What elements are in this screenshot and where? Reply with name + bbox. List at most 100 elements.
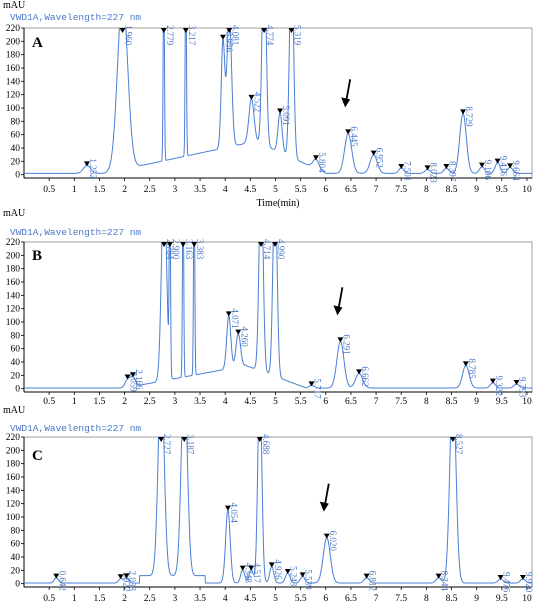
peak-marker: [449, 437, 456, 442]
peak-marker: [224, 505, 231, 511]
y-tick-label: 0: [15, 171, 20, 181]
peak-marker: [219, 34, 226, 40]
peak-label: 4.517: [252, 563, 262, 584]
x-tick-label: 2.5: [144, 594, 156, 604]
y-axis-unit: mAU: [3, 405, 26, 416]
arrow-head: [333, 305, 343, 316]
x-tick-label: 2: [122, 594, 127, 604]
x-tick-label: 2.5: [144, 397, 156, 407]
peak-marker: [288, 28, 295, 33]
y-tick-label: 140: [6, 291, 21, 301]
y-tick-label: 220: [6, 433, 21, 443]
x-tick-label: 5: [273, 185, 278, 195]
x-tick-label: 8: [424, 185, 429, 195]
peak-label: 6.952: [375, 148, 385, 168]
y-tick-label: 60: [11, 345, 21, 355]
x-tick-label: 10: [522, 594, 532, 604]
peak-label: 2.166: [134, 369, 144, 390]
peak-label: 4.054: [229, 503, 239, 524]
y-tick-label: 20: [11, 566, 21, 576]
peak-marker: [462, 361, 469, 367]
peak-marker: [435, 573, 442, 579]
peak-marker: [119, 28, 126, 33]
x-tick-label: 7: [374, 397, 379, 407]
peak-label: 2.727: [162, 434, 172, 455]
peak-marker: [479, 162, 486, 168]
y-tick-label: 160: [6, 64, 21, 74]
peak-marker: [363, 573, 370, 579]
x-tick-label: 1: [72, 594, 77, 604]
y-tick-label: 40: [11, 553, 21, 563]
peak-label: 2.038: [128, 571, 138, 592]
arrow-head: [319, 501, 329, 512]
plot-frame: [23, 27, 533, 179]
peak-marker: [160, 28, 167, 33]
peak-marker: [299, 572, 306, 578]
peak-marker: [53, 573, 60, 579]
y-tick-label: 80: [11, 117, 21, 127]
x-tick-label: 0.5: [43, 397, 55, 407]
peak-label: 5.717: [313, 378, 323, 399]
chart-title: VWD1A,Wavelength=227 nm: [10, 423, 141, 434]
peak-marker: [129, 372, 136, 378]
peak-label: 2.779: [165, 25, 175, 46]
y-tick-label: 100: [6, 318, 21, 328]
x-tick-label: 2.5: [144, 185, 156, 195]
chromatogram-trace: [24, 242, 532, 389]
peak-label: 8.527: [454, 434, 464, 455]
peak-label: 2.059: [129, 372, 139, 393]
peak-marker: [268, 562, 275, 568]
peak-marker: [513, 380, 520, 385]
peak-label: 4.714: [262, 239, 272, 260]
peak-label: 5.243: [289, 566, 299, 587]
peak-label: 8.785: [467, 358, 477, 379]
x-tick-label: 8: [424, 397, 429, 407]
x-tick-label: 1.5: [94, 397, 106, 407]
peak-label: 3.383: [195, 239, 205, 260]
y-axis-unit: mAU: [3, 208, 26, 219]
x-tick-label: 1: [72, 397, 77, 407]
peak-label: 6.020: [328, 531, 338, 552]
y-tick-label: 200: [6, 446, 21, 456]
peak-label: 9.793: [518, 377, 528, 398]
x-tick-label: 0.5: [43, 185, 55, 195]
y-tick-label: 180: [6, 51, 21, 61]
chart-title: VWD1A,Wavelength=227 nm: [10, 12, 141, 23]
y-tick-label: 20: [11, 371, 21, 381]
peak-label: 6.291: [341, 334, 351, 354]
peak-label: 1.960: [124, 25, 134, 46]
x-tick-label: 6: [323, 185, 328, 195]
x-tick-label: 7: [374, 185, 379, 195]
peak-label: 9.920: [524, 572, 534, 593]
y-tick-label: 60: [11, 131, 21, 141]
peak-marker: [345, 129, 352, 135]
x-tick-label: 8: [424, 594, 429, 604]
peak-label: 1.252: [88, 158, 98, 178]
peak-marker: [370, 150, 377, 156]
y-tick-label: 80: [11, 526, 21, 536]
peak-label: 2.784: [165, 239, 175, 260]
peak-label: 4.081: [230, 25, 240, 45]
y-tick-label: 220: [6, 24, 21, 34]
y-tick-label: 20: [11, 157, 21, 167]
x-tick-label: 1.5: [94, 594, 106, 604]
x-tick-label: 4.5: [244, 594, 256, 604]
peak-marker: [181, 437, 188, 442]
peak-marker: [180, 242, 187, 247]
x-tick-label: 9: [474, 594, 479, 604]
y-tick-label: 180: [6, 460, 21, 470]
peak-marker: [258, 242, 265, 247]
y-tick-label: 220: [6, 238, 21, 248]
x-tick-label: 2: [122, 185, 127, 195]
x-axis-title: Time(min): [257, 198, 300, 209]
x-tick-label: 3.5: [194, 594, 206, 604]
y-axis-unit: mAU: [3, 0, 26, 11]
x-tick-label: 2: [122, 397, 127, 407]
chromatogram-trace: [24, 28, 532, 174]
x-tick-label: 9.5: [496, 185, 508, 195]
y-tick-label: 100: [6, 513, 21, 523]
chart-panel-a: 0 20 40 60 80 100 120 140 160 180 200 220 0.5 1 1.5 2 2.…: [3, 0, 533, 209]
peak-marker: [519, 575, 526, 580]
y-tick-label: 180: [6, 265, 21, 275]
x-tick-label: 3: [173, 594, 178, 604]
